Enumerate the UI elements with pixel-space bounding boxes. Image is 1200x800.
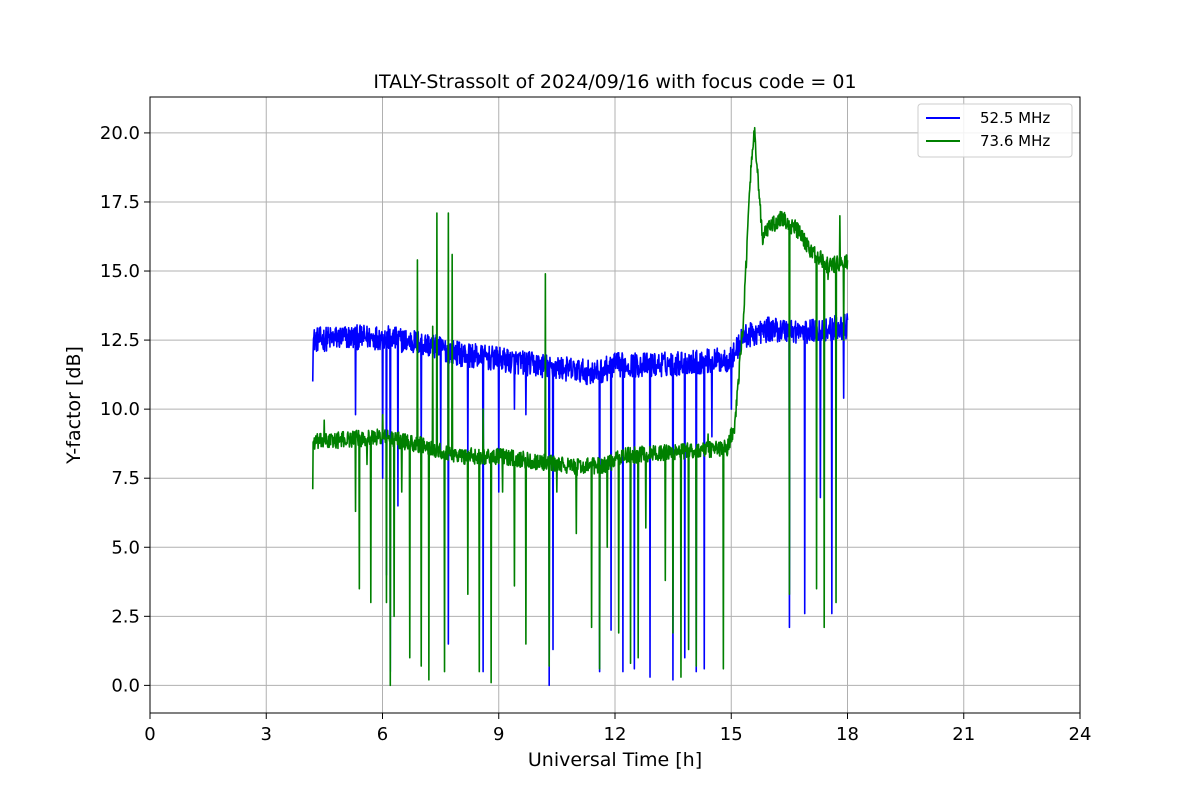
plot-area xyxy=(311,126,849,687)
x-axis-label: Universal Time [h] xyxy=(528,749,702,771)
x-tick-label: 18 xyxy=(836,724,859,745)
series-line-2 xyxy=(311,126,849,687)
x-tick-label: 15 xyxy=(720,724,743,745)
y-tick-label: 20.0 xyxy=(100,123,140,144)
series-line-1 xyxy=(311,313,849,687)
x-tick-label: 21 xyxy=(952,724,975,745)
legend: 52.5 MHz 73.6 MHz xyxy=(917,103,1073,158)
y-tick-label: 10.0 xyxy=(100,399,140,420)
x-tick-label: 24 xyxy=(1069,724,1092,745)
x-tick-label: 9 xyxy=(493,724,504,745)
y-tick-label: 12.5 xyxy=(100,330,140,351)
chart-title: ITALY-Strassolt of 2024/09/16 with focus… xyxy=(373,71,856,93)
ticks: 0 3 6 9 12 15 18 21 24 0.0 2.5 5.0 7.5 10.0 12.5 15.0 17… xyxy=(100,123,1092,745)
x-tick-label: 12 xyxy=(604,724,627,745)
y-axis-label: Y-factor [dB] xyxy=(63,346,85,465)
x-tick-label: 6 xyxy=(377,724,388,745)
y-tick-label: 2.5 xyxy=(111,606,140,627)
y-tick-label: 17.5 xyxy=(100,192,140,213)
legend-label-2: 73.6 MHz xyxy=(980,132,1050,150)
y-tick-label: 7.5 xyxy=(111,468,140,489)
x-tick-label: 3 xyxy=(261,724,272,745)
legend-label-1: 52.5 MHz xyxy=(980,109,1050,127)
x-tick-label: 0 xyxy=(144,724,155,745)
y-tick-label: 0.0 xyxy=(111,675,140,696)
y-tick-label: 15.0 xyxy=(100,261,140,282)
y-tick-label: 5.0 xyxy=(111,537,140,558)
